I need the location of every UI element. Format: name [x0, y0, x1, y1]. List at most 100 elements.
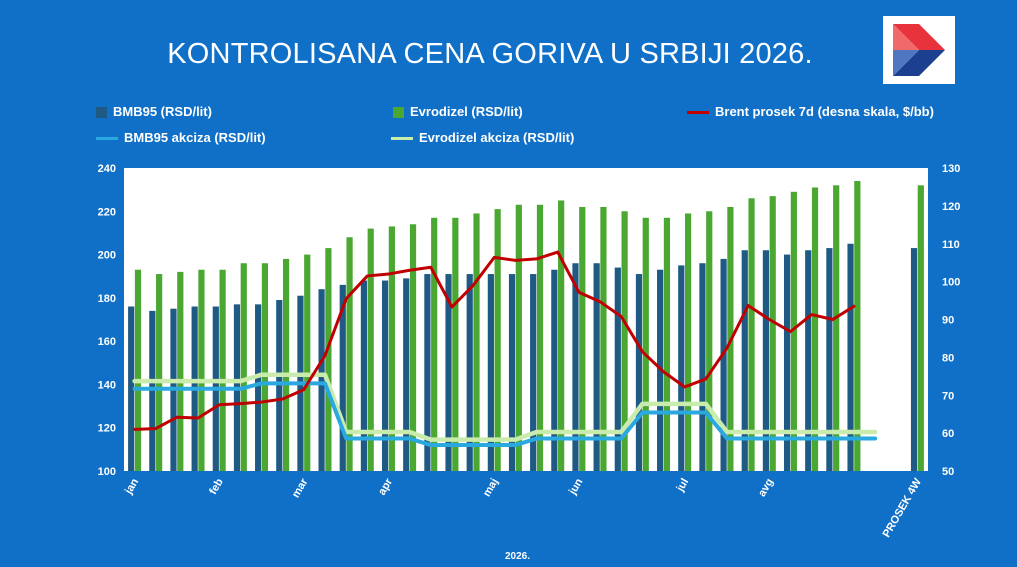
- bar-evrodizel-20: [558, 200, 565, 471]
- bar-evrodizel-9: [325, 248, 332, 471]
- bar-evrodizel-8: [304, 254, 311, 471]
- bar-evrodizel-18: [515, 204, 522, 472]
- bar-bmb95-24: [635, 274, 643, 471]
- bar-evrodizel-16: [473, 213, 480, 471]
- bar-bmb95-30: [762, 250, 770, 471]
- bar-bmb95-23: [614, 267, 621, 471]
- bar-bmb95-28: [720, 258, 727, 471]
- bar-evrodizel-25: [663, 217, 671, 471]
- x-axis-label: 2026.: [505, 551, 531, 562]
- x-tick-5: jun: [566, 476, 585, 497]
- x-tick-0: jan: [122, 476, 141, 497]
- y2-tick-70: 70: [942, 390, 954, 402]
- bar-evrodizel-13: [409, 224, 417, 471]
- x-axis: jan feb mar apr maj jun jul avg PROSEK 4W: [122, 476, 924, 540]
- y2-tick-90: 90: [942, 315, 954, 327]
- bar-bmb95-6: [255, 304, 262, 471]
- y-axis-left: 100 120 140 160 180 200 220 240: [98, 163, 116, 478]
- bar-evrodizel-22: [600, 206, 607, 471]
- bar-bmb95-7: [276, 300, 283, 471]
- bar-evrodizel-21: [579, 206, 586, 471]
- bar-evrodizel-11: [367, 228, 374, 471]
- y2-tick-120: 120: [942, 201, 960, 213]
- line-bmb95-akciza: [132, 381, 878, 448]
- bar-bmb95-29: [741, 250, 748, 471]
- bar-bmb95-33: [826, 248, 833, 471]
- bar-bmb95-14: [424, 274, 431, 471]
- bar-evrodizel-6: [261, 263, 269, 471]
- bar-evrodizel-7: [282, 258, 290, 471]
- x-tick-6: jul: [674, 477, 691, 495]
- bar-bmb95-20: [551, 269, 558, 471]
- bar-bmb95-0: [128, 306, 135, 471]
- bar-bmb95-27: [699, 263, 706, 471]
- y-tick-160: 160: [98, 336, 116, 348]
- bar-evrodizel-24: [642, 217, 649, 471]
- bar-evrodizel-26: [684, 213, 692, 471]
- y2-tick-100: 100: [942, 277, 960, 289]
- y2-tick-130: 130: [942, 163, 960, 175]
- y-tick-120: 120: [98, 423, 116, 435]
- y2-tick-80: 80: [942, 352, 954, 364]
- chart-title: KONTROLISANA CENA GORIVA U SRBIJI 2026.: [167, 38, 813, 70]
- y-tick-200: 200: [98, 250, 116, 262]
- bar-bmb95-11: [360, 280, 368, 471]
- bar-bmb95-32: [805, 250, 812, 471]
- bar-bmb95-12: [381, 280, 389, 471]
- bar-evrodizel-19: [536, 204, 544, 472]
- bar-evrodizel-31: [790, 191, 797, 471]
- bar-bmb95-37: [910, 248, 918, 471]
- bar-bmb95-1: [149, 310, 156, 471]
- x-tick-2: mar: [290, 476, 311, 500]
- bar-bmb95-21: [572, 263, 579, 471]
- bar-bmb95-13: [403, 278, 410, 471]
- bar-evrodizel-29: [748, 198, 755, 472]
- lines-group: [132, 250, 878, 448]
- bar-bmb95-16: [466, 274, 473, 471]
- bar-bmb95-17: [487, 274, 494, 471]
- y-tick-100: 100: [98, 466, 116, 478]
- bar-bmb95-19: [530, 274, 537, 471]
- bar-evrodizel-2: [177, 271, 184, 471]
- bar-evrodizel-15: [452, 217, 459, 471]
- logo-graphic: [893, 24, 945, 76]
- bar-bmb95-31: [783, 254, 791, 471]
- y-tick-140: 140: [98, 379, 116, 391]
- y2-tick-60: 60: [942, 428, 954, 440]
- bar-bmb95-22: [593, 263, 600, 471]
- y-tick-180: 180: [98, 293, 116, 305]
- bar-evrodizel-5: [240, 263, 247, 471]
- bar-evrodizel-12: [388, 226, 395, 471]
- bar-bmb95-9: [318, 289, 325, 471]
- bar-evrodizel-1: [156, 274, 163, 471]
- bar-evrodizel-4: [219, 269, 226, 471]
- x-tick-7: avg: [756, 477, 776, 499]
- line-brent: [133, 250, 856, 431]
- logo: [883, 16, 955, 84]
- x-tick-1: feb: [207, 476, 226, 497]
- bar-evrodizel-3: [198, 269, 205, 471]
- y-tick-240: 240: [98, 163, 116, 175]
- bar-evrodizel-23: [621, 211, 628, 472]
- y-tick-220: 220: [98, 206, 116, 218]
- y2-tick-110: 110: [942, 239, 960, 251]
- bar-evrodizel-10: [346, 237, 353, 471]
- bar-evrodizel-33: [833, 185, 840, 471]
- bar-evrodizel-30: [769, 196, 776, 471]
- x-tick-4: maj: [481, 477, 501, 499]
- bar-evrodizel-37: [917, 185, 924, 471]
- bar-evrodizel-14: [431, 217, 438, 471]
- x-tick-8: PROSEK 4W: [881, 476, 925, 540]
- bar-bmb95-34: [847, 243, 854, 471]
- bar-bmb95-26: [678, 265, 685, 471]
- bar-evrodizel-27: [706, 211, 713, 472]
- bar-evrodizel-0: [134, 269, 142, 471]
- x-tick-3: apr: [376, 476, 395, 497]
- y-axis-right: 50 60 70 80 90 100 110 120 130: [942, 163, 960, 478]
- bar-evrodizel-34: [854, 180, 861, 472]
- bar-bmb95-18: [508, 274, 516, 471]
- y2-tick-50: 50: [942, 466, 954, 478]
- bar-bmb95-15: [445, 274, 452, 471]
- bar-evrodizel-32: [811, 187, 819, 472]
